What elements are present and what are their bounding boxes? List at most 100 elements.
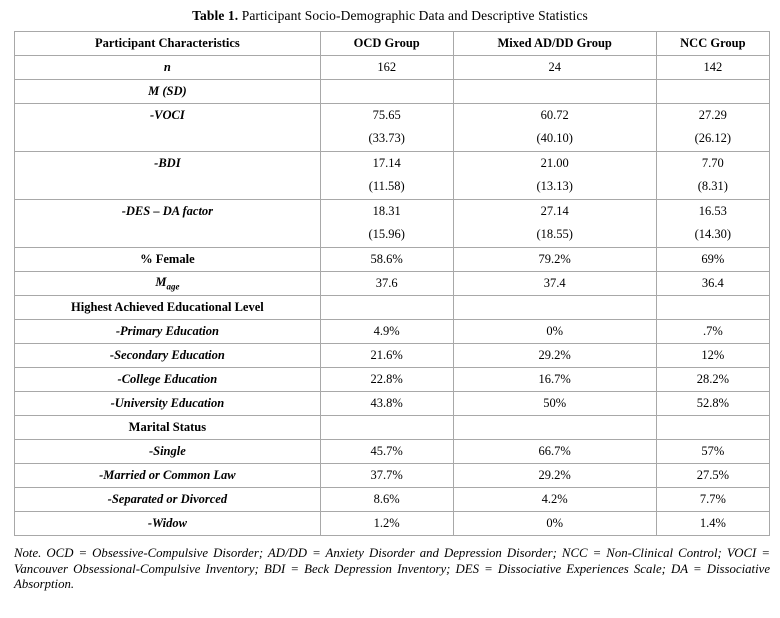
data-cell: 7.7%: [655, 487, 771, 512]
row-label-cell: -Primary Education: [14, 319, 321, 344]
header-row: Participant Characteristics OCD Group Mi…: [14, 31, 771, 56]
data-cell: 16.53 (14.30): [655, 199, 771, 248]
table-title: Table 1. Participant Socio-Demographic D…: [0, 0, 780, 24]
data-cell: 0%: [452, 319, 657, 344]
cell-sd-value: (40.10): [536, 131, 573, 145]
table-row: -BDI 17.14 (11.58) 21.00 (13.13) 7.70 (8.31): [14, 151, 771, 200]
row-label-cell: -Separated or Divorced: [14, 487, 321, 512]
row-label-cell: -College Education: [14, 367, 321, 392]
cell-value: 4.2%: [541, 492, 568, 506]
cell-value: 27.29: [698, 108, 727, 122]
data-cell: 79.2%: [452, 247, 657, 272]
table-row: M (SD): [14, 79, 771, 104]
table-row: -Separated or Divorced 8.6% 4.2% 7.7%: [14, 487, 771, 512]
data-cell: 0%: [452, 511, 657, 536]
data-cell: 60.72 (40.10): [452, 103, 657, 152]
row-label-subscript: age: [166, 281, 180, 292]
table-row: Highest Achieved Educational Level: [14, 295, 771, 320]
row-label-cell: -BDI: [14, 151, 321, 200]
data-cell: 162: [319, 55, 454, 80]
row-label-cell: Marital Status: [14, 415, 321, 440]
cell-sd-value: (11.58): [368, 179, 405, 193]
row-label-text: -Secondary Education: [109, 348, 225, 362]
data-cell: 24: [452, 55, 657, 80]
row-label-cell: n: [14, 55, 321, 80]
data-cell: 4.9%: [319, 319, 454, 344]
row-label-cell: % Female: [14, 247, 321, 272]
data-cell: 8.6%: [319, 487, 454, 512]
cell-value: 37.7%: [370, 468, 403, 482]
data-cell: 75.65 (33.73): [319, 103, 454, 152]
data-cell: 28.2%: [655, 367, 771, 392]
cell-value: 18.31: [372, 204, 401, 218]
cell-value: 50%: [543, 396, 567, 410]
data-cell: 21.00 (13.13): [452, 151, 657, 200]
data-cell: 29.2%: [452, 463, 657, 488]
data-cell: 37.4: [452, 271, 657, 296]
data-cell: 66.7%: [452, 439, 657, 464]
cell-value: 4.9%: [373, 324, 400, 338]
cell-sd-value: (33.73): [368, 131, 405, 145]
cell-value: 75.65: [372, 108, 401, 122]
data-cell: 4.2%: [452, 487, 657, 512]
cell-value: 57%: [701, 444, 725, 458]
data-cell: 7.70 (8.31): [655, 151, 771, 200]
cell-value: 21.6%: [370, 348, 403, 362]
data-cell: 52.8%: [655, 391, 771, 416]
cell-value: 43.8%: [370, 396, 403, 410]
table-row: -VOCI 75.65 (33.73) 60.72 (40.10) 27.29 (26.12…: [14, 103, 771, 152]
table-row: -College Education 22.8% 16.7% 28.2%: [14, 367, 771, 392]
row-label-cell: -Secondary Education: [14, 343, 321, 368]
row-label-text: -Married or Common Law: [99, 468, 236, 482]
data-cell: 1.2%: [319, 511, 454, 536]
table-row: -Single 45.7% 66.7% 57%: [14, 439, 771, 464]
header-ncc-group: NCC Group: [655, 31, 771, 56]
cell-value: 1.4%: [699, 516, 726, 530]
row-label-cell: -DES – DA factor: [14, 199, 321, 248]
cell-sd-value: (15.96): [368, 227, 405, 241]
data-cell: 69%: [655, 247, 771, 272]
data-cell: .7%: [655, 319, 771, 344]
data-cell: [319, 295, 454, 320]
table-row: -Widow 1.2% 0% 1.4%: [14, 511, 771, 536]
table-title-text: Participant Socio-Demographic Data and D…: [238, 8, 588, 23]
cell-value: 66.7%: [538, 444, 571, 458]
data-cell: [319, 79, 454, 104]
cell-sd-value: (18.55): [536, 227, 573, 241]
row-label-text: -Separated or Divorced: [107, 492, 228, 506]
data-cell: 21.6%: [319, 343, 454, 368]
data-cell: [452, 79, 657, 104]
row-label-text: -Single: [148, 444, 186, 458]
row-label-cell: -Single: [14, 439, 321, 464]
data-cell: 57%: [655, 439, 771, 464]
cell-value: 28.2%: [696, 372, 730, 386]
row-label-text: M (SD): [148, 84, 187, 98]
data-cell: 29.2%: [452, 343, 657, 368]
row-label-cell: -Married or Common Law: [14, 463, 321, 488]
cell-sd-value: (26.12): [694, 131, 732, 145]
cell-value: 27.5%: [696, 468, 730, 482]
data-cell: 36.4: [655, 271, 771, 296]
data-cell: 58.6%: [319, 247, 454, 272]
data-cell: 37.7%: [319, 463, 454, 488]
data-cell: 17.14 (11.58): [319, 151, 454, 200]
data-cell: 142: [655, 55, 771, 80]
cell-value: 162: [377, 60, 397, 74]
table-row: -Primary Education 4.9% 0% .7%: [14, 319, 771, 344]
cell-value: 29.2%: [538, 468, 571, 482]
row-label-text: -BDI: [154, 156, 181, 170]
data-cell: [655, 415, 771, 440]
row-label-text: % Female: [140, 252, 195, 266]
cell-value: 12%: [701, 348, 725, 362]
cell-value: 22.8%: [370, 372, 403, 386]
cell-value: 21.00: [540, 156, 569, 170]
row-label-text: -VOCI: [150, 108, 185, 122]
table-row: -DES – DA factor 18.31 (15.96) 27.14 (18.55)…: [14, 199, 771, 248]
table-row: -Secondary Education 21.6% 29.2% 12%: [14, 343, 771, 368]
row-label-text: -University Education: [110, 396, 225, 410]
data-cell: 12%: [655, 343, 771, 368]
table-row: Marital Status: [14, 415, 771, 440]
data-cell: 45.7%: [319, 439, 454, 464]
data-cell: 27.14 (18.55): [452, 199, 657, 248]
data-cell: 37.6: [319, 271, 454, 296]
